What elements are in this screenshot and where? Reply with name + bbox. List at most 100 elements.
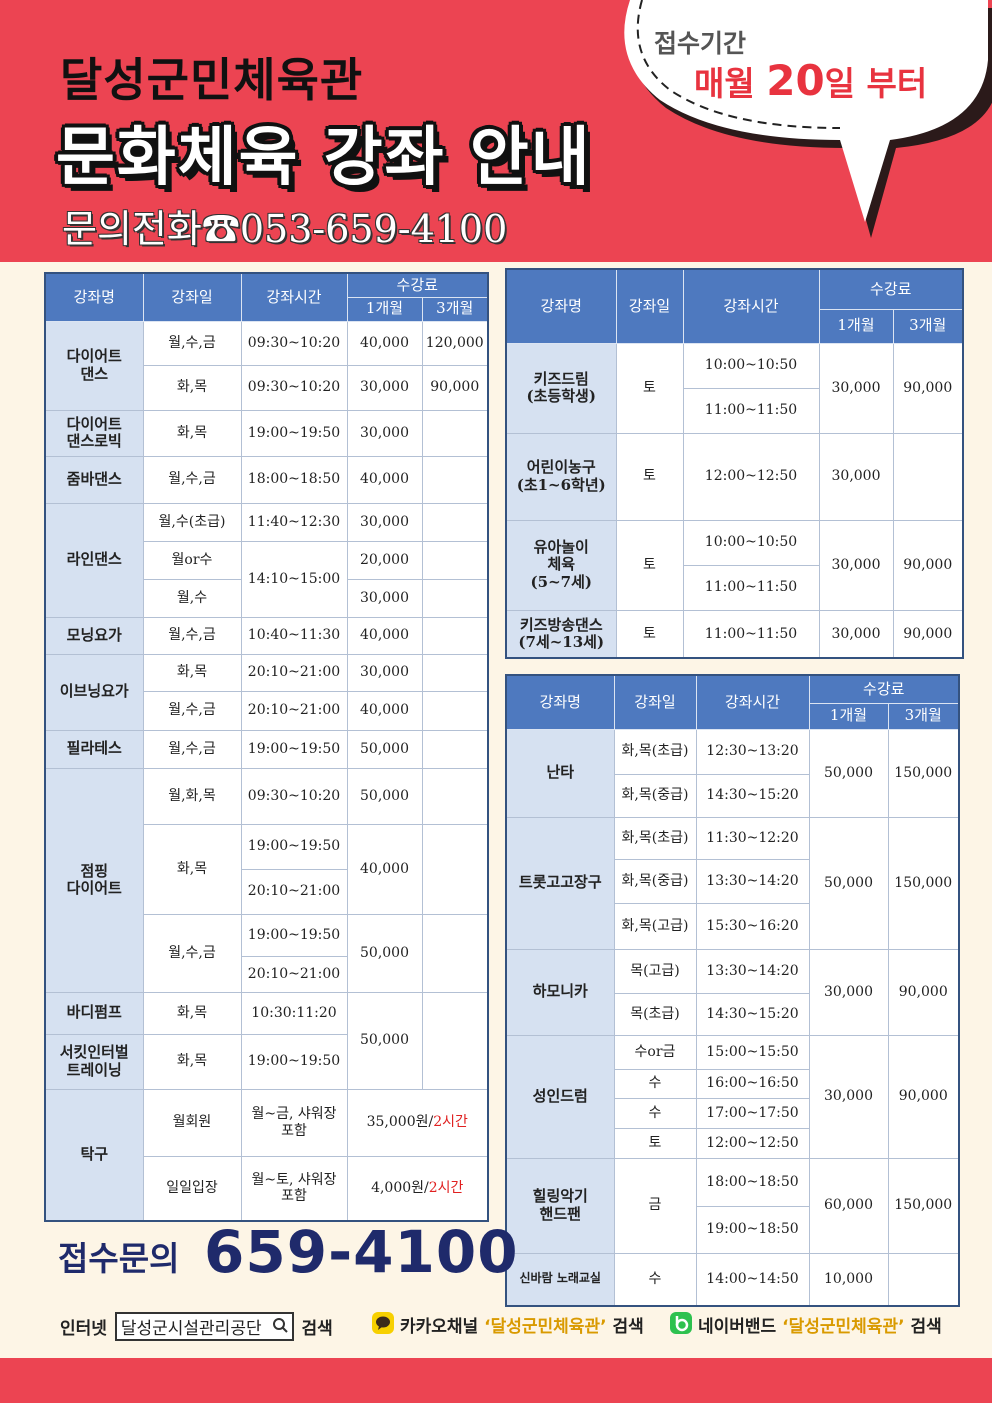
empty-cell — [421, 991, 489, 1090]
course-row: 다이어트 댄스 월,수,금 09:30~10:20 40,000 120,000 — [44, 320, 489, 411]
cell: 월,수,금 — [142, 729, 242, 769]
kakao-label: 카카오채널 — [400, 1317, 485, 1337]
cell: 목(초급) — [613, 992, 697, 1036]
cell: 12:00~12:50 — [695, 1127, 810, 1159]
footer-band: 네이버밴드 ‘달성군민체육관’ 검색 — [698, 1312, 942, 1337]
course-name: 힐링악기 핸드팬 — [505, 1157, 615, 1254]
bubble-text: 매월 20일 부터 — [694, 56, 927, 105]
course-row: 난타 화,목(초급) 12:30~13:20 50,000 150,000 — [505, 728, 960, 818]
header-cell: 강좌일 — [615, 268, 684, 344]
cell: 30,000 — [808, 948, 889, 1036]
cell: 19:00~18:50 — [695, 1205, 810, 1254]
cell: 화,목 — [142, 653, 242, 692]
cell: 30,000 — [818, 519, 894, 611]
cell: 10:30:11:20 — [240, 991, 348, 1035]
header-cell: 강좌일 — [142, 272, 242, 322]
cell: 19:00~19:50 — [240, 1033, 348, 1090]
org-name: 달성군민체육관 — [60, 53, 364, 107]
course-name: 바디펌프 — [44, 991, 144, 1035]
course-row: 키즈방송댄스 (7세~13세) 토 11:00~11:50 30,000 90,000 — [505, 609, 964, 659]
cell: 30,000 — [808, 1034, 889, 1159]
cell: 18:00~18:50 — [240, 455, 348, 504]
cell: 화,목 — [142, 1033, 242, 1090]
course-row: 화,목(고급) 15:30~16:20 — [506, 902, 959, 950]
footer-kakao: 카카오채널 ‘달성군민체육관’ 검색 — [400, 1312, 644, 1337]
course-row: 월or수 14:10~15:00 20,000 — [45, 540, 489, 618]
fee-cell: 35,000원/2시간 — [346, 1088, 489, 1157]
cell: 14:30~15:20 — [695, 773, 810, 818]
cell: 화,목(초급) — [613, 816, 697, 860]
cell: 90,000 — [892, 609, 964, 659]
empty-cell — [421, 578, 489, 618]
header-row: 강좌명 강좌일 강좌시간 수강료 — [505, 268, 964, 344]
cell: 30,000 — [346, 578, 423, 618]
header-cell: 3개월 — [892, 308, 964, 344]
course-name: 트롯고고장구 — [505, 816, 615, 950]
header-cell: 3개월 — [887, 702, 960, 730]
header-cell: 강좌일 — [613, 674, 697, 730]
cell: 30,000 — [818, 342, 894, 434]
cell: 14:30~15:20 — [695, 992, 810, 1036]
empty-cell — [421, 823, 489, 915]
cell: 20,000 — [346, 540, 423, 580]
phone: 문의전화☎053-659-4100 — [62, 207, 508, 251]
internet-label: 인터넷 — [60, 1319, 107, 1339]
kids-table-wrap: 강좌명 강좌일 강좌시간 수강료 1개월 3개월 키즈드림 (초등학생) 토 10:00~10:… — [505, 268, 964, 659]
cell: 수 — [613, 1068, 697, 1099]
course-name: 하모니카 — [505, 948, 615, 1036]
course-row: 수 16:00~16:50 — [506, 1068, 959, 1099]
cell: 수 — [613, 1097, 697, 1129]
cell: 20:10~21:00 — [240, 955, 348, 993]
search-icon — [272, 1318, 288, 1333]
bubble-day: 20 — [766, 56, 825, 105]
cell: 금 — [613, 1157, 697, 1254]
header-cell: 강좌명 — [44, 272, 144, 322]
course-row: 20:10~21:00 — [45, 955, 488, 993]
header-cell: 3개월 — [421, 296, 489, 322]
cell: 월,수,금 — [142, 616, 242, 655]
cell: 토 — [615, 342, 684, 434]
course-name: 유아놀이 체육 (5~7세) — [505, 519, 617, 611]
left-table-wrap: 강좌명 강좌일 강좌시간 수강료 1개월 3개월 다이어트 댄스 월,수,금 09:30~10:… — [44, 272, 489, 1222]
cell: 월회원 — [142, 1088, 242, 1157]
cell: 10:00~10:50 — [682, 342, 820, 389]
cell: 화,목 — [142, 991, 242, 1035]
cell: 월~금, 샤워장 포함 — [240, 1088, 348, 1157]
cell: 17:00~17:50 — [695, 1097, 810, 1129]
course-name: 신바람 노래교실 — [505, 1252, 615, 1307]
footer-band-stripe — [0, 1358, 992, 1403]
poster-title: 문화체육 강좌 안내 — [56, 121, 592, 195]
course-row: 화,목 09:30~10:20 30,000 90,000 — [45, 364, 489, 411]
cell: 11:00~11:50 — [682, 564, 820, 611]
course-row: 트롯고고장구 화,목(초급) 11:30~12:20 50,000 150,000 — [505, 816, 960, 950]
cell: 120,000 — [421, 320, 489, 366]
band-query: ‘달성군민체육관’ — [782, 1317, 905, 1337]
search-query: 달성군시설관리공단 — [120, 1319, 262, 1339]
fee-price: 4,000원/ — [371, 1180, 429, 1197]
course-name: 성인드럼 — [505, 1034, 615, 1159]
cell: 화,목(중급) — [613, 858, 697, 904]
cell: 19:00~19:50 — [240, 913, 348, 957]
course-row: 탁구 월회원 월~금, 샤워장 포함 35,000원/2시간 — [44, 1088, 489, 1222]
course-name: 서킷인터벌 트레이닝 — [44, 1033, 144, 1090]
course-name: 줌바댄스 — [44, 455, 144, 504]
course-row: 토 12:00~12:50 — [506, 1127, 959, 1159]
cell: 50,000 — [346, 729, 423, 769]
fee-cell: 4,000원/2시간 — [346, 1155, 489, 1222]
speech-bubble — [624, 0, 992, 238]
cell: 16:00~16:50 — [695, 1068, 810, 1099]
cell: 화,목 — [142, 409, 242, 457]
course-name: 라인댄스 — [44, 502, 144, 618]
cell: 60,000 — [808, 1157, 889, 1254]
cell: 토 — [615, 432, 684, 521]
cell: 10:00~10:50 — [682, 519, 820, 566]
cell: 11:30~12:20 — [695, 816, 810, 860]
header-row: 강좌명 강좌일 강좌시간 수강료 — [44, 272, 489, 322]
cell: 150,000 — [887, 728, 960, 818]
cell: 18:00~18:50 — [695, 1157, 810, 1207]
cell: 20:10~21:00 — [240, 653, 348, 692]
course-row: 화,목(중급) 14:30~15:20 — [506, 773, 959, 818]
cell: 화,목(고급) — [613, 902, 697, 950]
cell: 09:30~10:20 — [240, 320, 348, 366]
cell: 09:30~10:20 — [240, 364, 348, 411]
